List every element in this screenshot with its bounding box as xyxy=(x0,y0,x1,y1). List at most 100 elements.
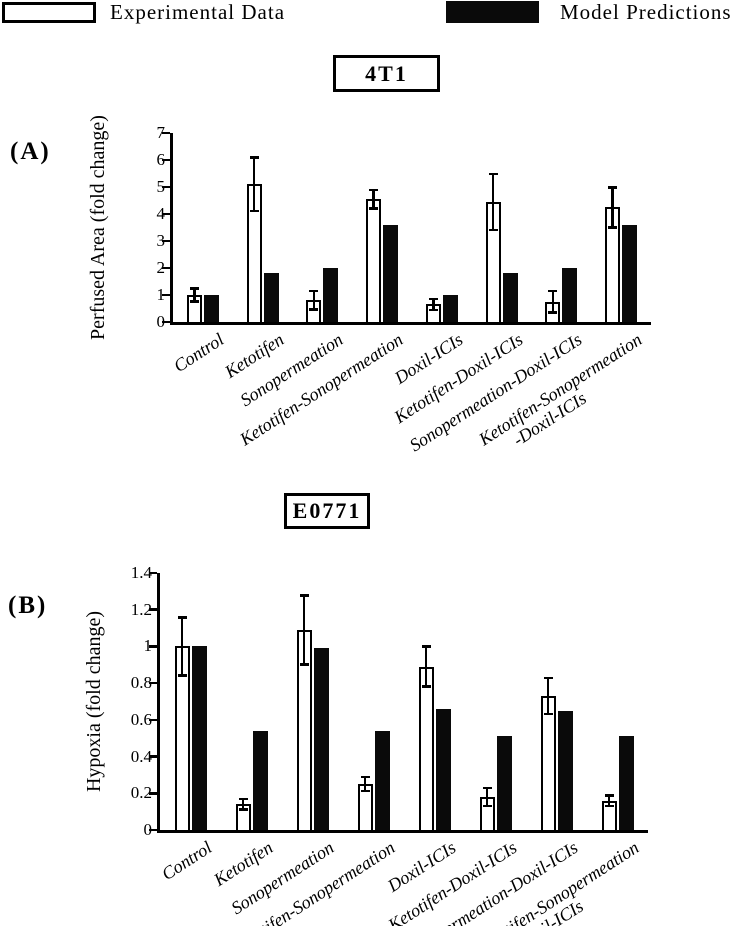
error-bar-cap-top xyxy=(482,786,492,790)
error-bar-cap-bottom xyxy=(604,804,614,808)
error-bar-cap-top xyxy=(604,794,614,797)
bar-experimental xyxy=(366,199,382,322)
error-bar-cap-top xyxy=(488,172,498,175)
y-tick xyxy=(162,158,170,162)
error-bar-line xyxy=(424,646,428,687)
y-tick xyxy=(162,293,170,297)
legend-swatch-model xyxy=(446,1,539,23)
error-bar-line xyxy=(546,677,550,715)
y-tick xyxy=(149,718,157,722)
error-bar-cap-bottom xyxy=(608,226,618,229)
bar-model xyxy=(263,273,279,322)
y-tick-label: 6 xyxy=(156,150,166,169)
error-bar-line xyxy=(312,290,316,310)
bar-experimental xyxy=(418,666,434,830)
error-bar-cap-bottom xyxy=(238,808,248,811)
y-tick-label: 5 xyxy=(156,177,166,196)
error-bar-cap-bottom xyxy=(189,300,199,303)
error-bar-cap-top xyxy=(543,676,553,680)
error-bar-cap-bottom xyxy=(249,209,259,213)
error-bar-cap-bottom xyxy=(543,712,553,716)
y-tick-label: 0 xyxy=(156,312,166,331)
error-bar-cap-bottom xyxy=(177,674,187,677)
y-tick xyxy=(149,792,157,795)
bar-model xyxy=(313,648,329,830)
chart-title-e0771: E0771 xyxy=(284,493,370,529)
y-tick-label: 1 xyxy=(143,636,153,656)
bar-model xyxy=(435,708,451,830)
error-bar-cap-bottom xyxy=(488,228,498,232)
y-tick-label: 1.2 xyxy=(130,599,152,619)
error-bar-line xyxy=(551,290,555,313)
error-bar-line xyxy=(241,798,245,810)
error-bar-cap-top xyxy=(608,186,618,189)
y-tick-label: 0.6 xyxy=(130,709,152,729)
bar-experimental xyxy=(540,696,556,830)
error-bar-cap-top xyxy=(238,797,248,801)
chart-title-4t1-text: 4T1 xyxy=(365,60,408,86)
y-tick xyxy=(162,212,170,216)
y-tick xyxy=(149,681,157,685)
error-bar-cap-top xyxy=(421,645,431,648)
bar-model xyxy=(203,295,219,322)
error-bar-line xyxy=(180,617,184,676)
y-tick xyxy=(162,131,170,135)
bar-model xyxy=(618,736,634,830)
y-tick xyxy=(149,755,157,758)
error-bar-cap-top xyxy=(249,156,259,159)
error-bar-cap-top xyxy=(177,616,187,619)
y-tick xyxy=(149,645,157,648)
error-bar-line xyxy=(432,298,435,311)
y-tick xyxy=(162,185,170,189)
y-tick-label: 0.4 xyxy=(130,746,152,766)
y-tick-label: 7 xyxy=(156,123,166,142)
y-tick-label: 0.2 xyxy=(130,783,152,803)
plot-area-b: 0 0.2 0.4 0.6 0.8 1 1.2 1.4 Hypoxia (fold change… xyxy=(84,563,648,926)
y-tick xyxy=(162,239,170,243)
panel-label-b: (B) xyxy=(8,592,48,619)
bar-model xyxy=(622,224,638,322)
error-bar-line xyxy=(491,173,495,231)
error-bar-line xyxy=(611,187,614,228)
error-bar-cap-top xyxy=(189,287,199,290)
legend-label-model: Model Predictions xyxy=(560,0,732,24)
error-bar-cap-top xyxy=(309,289,319,293)
y-tick-label: 2 xyxy=(156,258,166,277)
error-bar-cap-bottom xyxy=(309,308,319,311)
bar-model xyxy=(562,268,578,322)
error-bar-cap-top xyxy=(369,188,379,192)
bar-model xyxy=(557,710,573,830)
chart-title-4t1: 4T1 xyxy=(333,55,440,92)
error-bar-line xyxy=(252,157,256,212)
y-tick-label: 1.4 xyxy=(130,563,152,582)
y-tick-label: 3 xyxy=(156,231,166,250)
error-bar-line xyxy=(302,595,306,665)
bar-model xyxy=(442,295,458,322)
panel-label-a: (A) xyxy=(10,138,51,165)
error-bar-cap-top xyxy=(299,594,309,597)
error-bar-cap-top xyxy=(548,289,558,293)
y-tick xyxy=(149,828,157,832)
y-tick-label: 0.8 xyxy=(130,673,152,693)
chart-title-e0771-text: E0771 xyxy=(292,498,362,523)
bar-model xyxy=(383,224,399,322)
bar-model xyxy=(374,730,390,830)
error-bar-cap-bottom xyxy=(360,789,370,793)
error-bar-line xyxy=(372,189,375,209)
error-bar-cap-bottom xyxy=(421,685,431,688)
y-axis-label-text: Hypoxia (fold change) xyxy=(83,610,106,793)
y-tick-label: 0 xyxy=(143,820,153,839)
error-bar-cap-bottom xyxy=(548,311,558,314)
y-axis-label: Perfused Area (fold change) xyxy=(78,115,118,340)
bar-model xyxy=(502,273,518,322)
y-tick-label: 4 xyxy=(156,204,166,223)
plot-area-a: 0 1 2 3 4 5 6 7 Perfused Area (fold change) Contr… xyxy=(87,115,651,455)
bar-model xyxy=(252,730,268,830)
y-axis-label-text: Perfused Area (fold change) xyxy=(86,115,109,340)
error-bar-cap-top xyxy=(428,297,438,300)
y-tick xyxy=(149,571,157,575)
error-bar-line xyxy=(607,795,611,807)
error-bar-line xyxy=(193,288,196,302)
bar-model xyxy=(191,646,207,830)
bar-model xyxy=(496,736,512,830)
